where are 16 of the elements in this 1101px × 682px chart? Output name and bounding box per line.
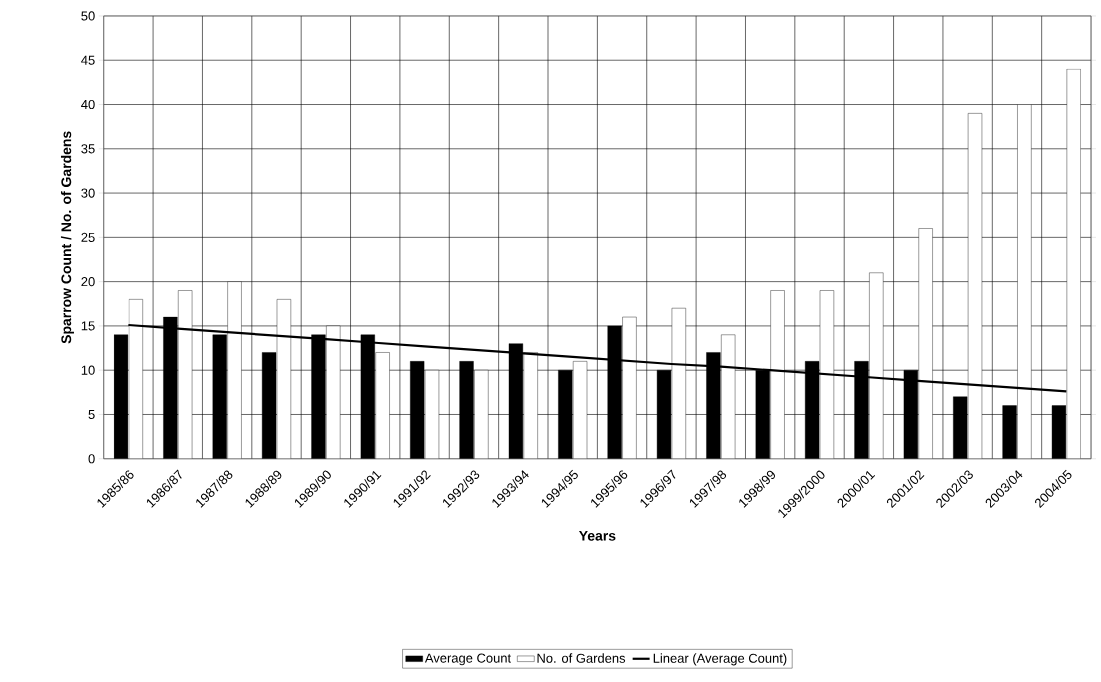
y-tick-label: 10 — [81, 365, 95, 375]
legend-label: Average Count — [424, 653, 512, 666]
legend-label: Linear (Average Count) — [653, 653, 787, 666]
y-tick-label: 20 — [81, 276, 95, 287]
y-tick-label: 5 — [88, 409, 95, 419]
y-tick-label: 50 — [81, 11, 95, 21]
y-tick-label: 45 — [81, 55, 95, 65]
y-tick-label: 25 — [81, 232, 95, 242]
y-tick-label: 15 — [81, 321, 95, 331]
y-tick-label: 35 — [81, 144, 95, 154]
y-axis-title: Sparrow Count / No. of Gardens — [60, 131, 74, 344]
legend-label: No. of Gardens — [537, 653, 626, 663]
y-tick-label: 40 — [81, 99, 95, 110]
y-tick-label: 0 — [88, 454, 95, 464]
x-axis-title: Years — [578, 530, 616, 541]
y-tick-label: 30 — [81, 188, 95, 198]
